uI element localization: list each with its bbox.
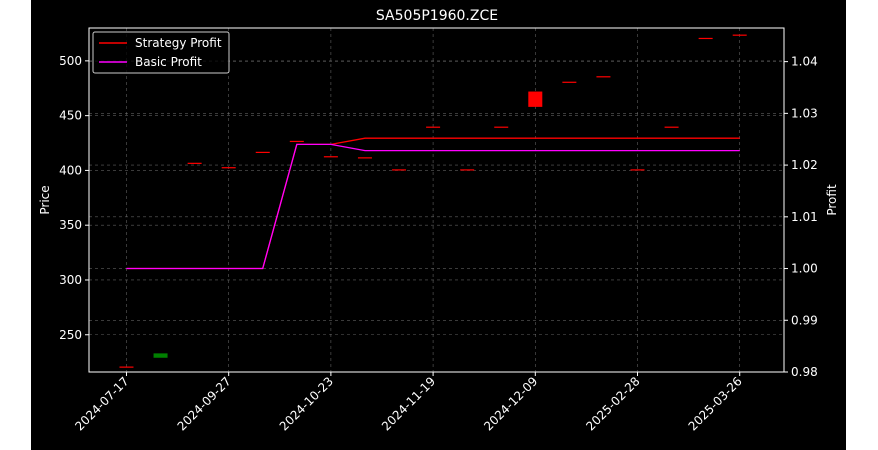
right-tick-label: 1.00 xyxy=(791,262,818,276)
candle-bar xyxy=(187,162,202,164)
right-tick-label: 1.04 xyxy=(791,55,818,69)
candle-bar xyxy=(596,76,611,78)
candle-bar xyxy=(289,140,304,143)
candle-bar xyxy=(221,167,236,169)
candle-bar xyxy=(494,126,509,128)
candle-bar xyxy=(153,353,168,358)
x-tick-label: 2025-03-26 xyxy=(686,374,745,433)
profit-lines xyxy=(126,137,740,270)
legend: Strategy Profit Basic Profit xyxy=(92,31,230,74)
candle-bar xyxy=(698,37,713,40)
left-axis-label: Price xyxy=(38,185,52,214)
right-axis-label: Profit xyxy=(825,184,839,216)
left-tick-label: 350 xyxy=(59,218,82,232)
candle-bar xyxy=(630,169,645,171)
x-tick-label: 2024-07-17 xyxy=(72,374,131,433)
right-tick-label: 1.02 xyxy=(791,158,818,172)
legend-label-basic-profit: Basic Profit xyxy=(135,55,202,69)
x-tick-label: 2024-12-09 xyxy=(481,374,540,433)
left-tick-label: 250 xyxy=(59,328,82,342)
candle-bar xyxy=(528,91,543,107)
left-tick-label: 450 xyxy=(59,109,82,123)
right-tick-label: 1.01 xyxy=(791,210,818,224)
grid xyxy=(89,28,784,373)
candle-bar xyxy=(323,156,338,158)
candle-bar xyxy=(664,126,679,128)
candle-bar xyxy=(562,81,577,83)
right-tick-label: 1.03 xyxy=(791,106,818,120)
legend-label-strategy-profit: Strategy Profit xyxy=(135,36,222,50)
candle-bar xyxy=(119,366,134,368)
plot-frame xyxy=(88,27,785,373)
left-axis: 250 300 350 400 450 500 xyxy=(59,54,89,342)
candle-bar xyxy=(392,169,407,171)
x-axis: 2024-07-17 2024-09-27 2024-10-23 2024-11-19… xyxy=(72,372,745,433)
candle-bar xyxy=(426,126,441,128)
chart-container: SA505P1960.ZCE 250 300 350 400 450 500 0.98 0.… xyxy=(31,0,846,450)
candle-bar xyxy=(460,169,475,171)
x-tick-label: 2025-02-28 xyxy=(583,374,642,433)
x-tick-label: 2024-09-27 xyxy=(175,374,234,433)
left-tick-label: 300 xyxy=(59,273,82,287)
x-tick-label: 2024-10-23 xyxy=(277,374,336,433)
candle-bar xyxy=(357,157,372,159)
candle-bar xyxy=(255,151,270,153)
right-axis: 0.98 0.99 1.00 1.01 1.02 1.03 1.04 xyxy=(784,55,818,379)
left-tick-label: 400 xyxy=(59,163,82,177)
series-line-basic-profit xyxy=(126,143,740,270)
left-tick-label: 500 xyxy=(59,54,82,68)
right-tick-label: 0.99 xyxy=(791,313,818,327)
candles xyxy=(119,34,747,368)
right-tick-label: 0.98 xyxy=(791,365,818,379)
candle-bar xyxy=(732,34,747,36)
x-tick-label: 2024-11-19 xyxy=(379,374,438,433)
chart-title: SA505P1960.ZCE xyxy=(376,8,498,24)
